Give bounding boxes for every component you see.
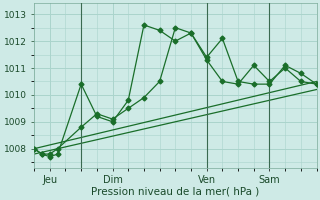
X-axis label: Pression niveau de la mer( hPa ): Pression niveau de la mer( hPa ) bbox=[91, 187, 260, 197]
